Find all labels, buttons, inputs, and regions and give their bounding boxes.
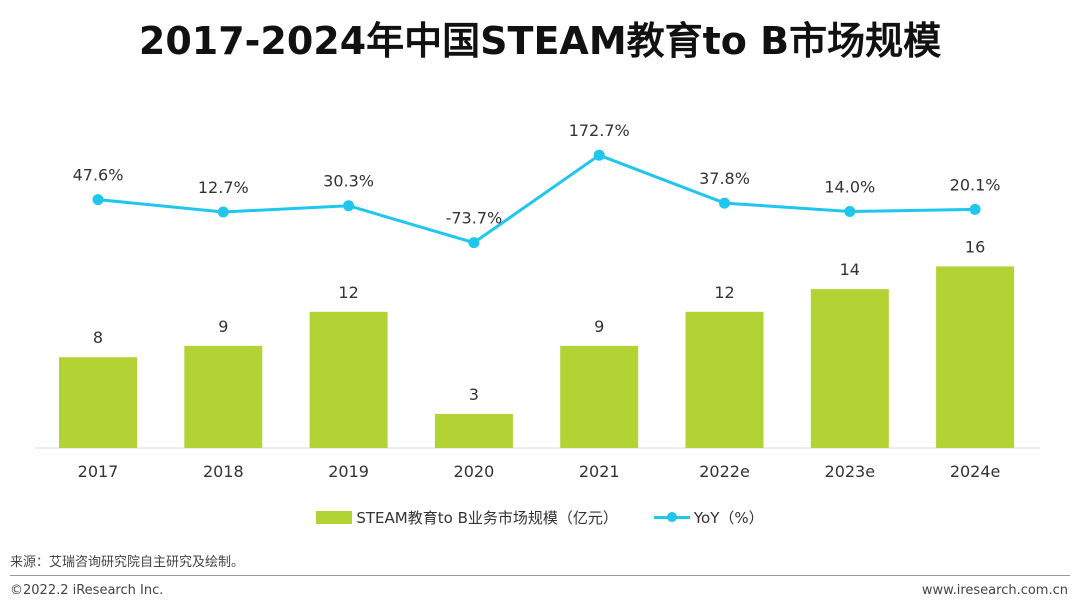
website-link[interactable]: www.iresearch.com.cn (921, 583, 1068, 598)
bar-2018[interactable] (184, 345, 263, 448)
bar-value-label: 12 (338, 283, 358, 302)
bar-2021[interactable] (560, 345, 639, 448)
x-tick-label: 2019 (328, 462, 369, 481)
legend-bar-label: STEAM教育to B业务市场规模（亿元） (356, 509, 618, 527)
yoy-value-label: 37.8% (699, 169, 750, 188)
legend: STEAM教育to B业务市场规模（亿元） YoY（%） (0, 507, 1080, 528)
yoy-point-2023e[interactable] (844, 206, 856, 218)
bar-value-label: 16 (965, 237, 985, 256)
yoy-point-2024e[interactable] (969, 203, 981, 215)
yoy-line (97, 153, 976, 245)
bar-2022e[interactable] (685, 311, 764, 448)
yoy-point-2020[interactable] (468, 237, 480, 249)
x-tick-label: 2021 (579, 462, 620, 481)
bar-value-label: 8 (93, 328, 103, 347)
yoy-point-2019[interactable] (343, 200, 355, 212)
legend-bar-swatch (316, 511, 353, 524)
bar-2020[interactable] (434, 413, 513, 448)
legend-item-bar[interactable]: STEAM教育to B业务市场规模（亿元） (316, 507, 618, 528)
source-note: 来源：艾瑞咨询研究院自主研究及绘制。 (10, 555, 245, 570)
bar-2017[interactable] (59, 357, 137, 448)
bar-value-label: 12 (714, 283, 734, 302)
bar-value-label: 3 (469, 385, 479, 404)
bar-2019[interactable] (309, 311, 388, 448)
yoy-value-label: 172.7% (569, 121, 630, 140)
yoy-point-2017[interactable] (92, 194, 104, 206)
yoy-point-2021[interactable] (593, 149, 605, 161)
footer-divider (10, 575, 1070, 576)
yoy-value-label: 47.6% (73, 166, 124, 185)
x-tick-label: 2017 (78, 462, 119, 481)
yoy-value-label: 14.0% (824, 178, 875, 197)
yoy-point-2018[interactable] (217, 206, 229, 218)
copyright-text: ©2022.2 iResearch Inc. (10, 583, 164, 598)
legend-line-swatch (653, 511, 690, 524)
combo-chart: 8 9 12 3 9 12 14 16 47.6% 12.7% 30.3% -73.7% 172.7% 3… (35, 121, 1040, 481)
yoy-point-2022e[interactable] (719, 197, 730, 209)
x-tick-label: 2020 (454, 462, 495, 481)
x-tick-label: 2022e (699, 462, 750, 481)
yoy-value-label: -73.7% (446, 209, 503, 228)
x-tick-label: 2023e (825, 462, 876, 481)
legend-line-label: YoY（%） (693, 509, 764, 527)
yoy-value-label: 30.3% (323, 172, 374, 191)
bar-value-label: 14 (840, 260, 860, 279)
yoy-value-label: 20.1% (950, 175, 1001, 194)
x-tick-label: 2024e (950, 462, 1001, 481)
bar-value-label: 9 (594, 317, 604, 336)
legend-item-line[interactable]: YoY（%） (653, 507, 764, 528)
x-tick-label: 2018 (203, 462, 244, 481)
bar-value-label: 9 (218, 317, 228, 336)
bar-2023e[interactable] (810, 289, 889, 448)
bar-2024e[interactable] (936, 266, 1015, 448)
yoy-value-label: 12.7% (198, 178, 249, 197)
chart-title: 2017-2024年中国STEAM教育to B市场规模 (138, 19, 942, 63)
